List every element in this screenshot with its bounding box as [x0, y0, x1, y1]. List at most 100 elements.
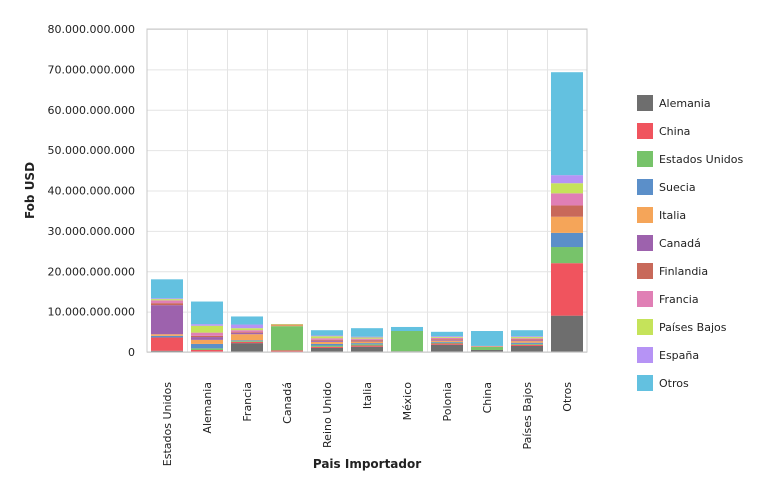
bar-segment[interactable]: [431, 339, 463, 341]
bar-segment[interactable]: [151, 300, 183, 304]
bar-segment[interactable]: [351, 336, 383, 338]
bar-segment[interactable]: [431, 340, 463, 342]
bar-segment[interactable]: [151, 335, 183, 338]
bar-segment[interactable]: [351, 346, 383, 352]
bar-segment[interactable]: [151, 279, 183, 299]
bar-segment[interactable]: [351, 345, 383, 347]
bar-segment[interactable]: [151, 298, 183, 300]
bar-segment[interactable]: [151, 303, 183, 306]
bar-segment[interactable]: [311, 341, 343, 344]
bar-segment[interactable]: [191, 343, 223, 349]
bar-segment[interactable]: [551, 183, 583, 194]
bar-segment[interactable]: [431, 342, 463, 344]
bar-segment[interactable]: [551, 216, 583, 233]
bar-segment[interactable]: [431, 341, 463, 343]
bar-segment[interactable]: [511, 330, 543, 337]
legend-label[interactable]: Italia: [659, 209, 686, 222]
legend-label[interactable]: Otros: [659, 377, 689, 390]
legend-swatch[interactable]: [637, 207, 653, 223]
bar-segment[interactable]: [351, 337, 383, 339]
bar-segment[interactable]: [351, 339, 383, 341]
bar-segment[interactable]: [191, 335, 223, 338]
bar-segment[interactable]: [151, 299, 183, 301]
bar-segment[interactable]: [551, 175, 583, 184]
bar-segment[interactable]: [191, 332, 223, 336]
bar-segment[interactable]: [231, 324, 263, 329]
bar-segment[interactable]: [231, 341, 263, 344]
bar-segment[interactable]: [151, 334, 183, 336]
bar-segment[interactable]: [511, 341, 543, 343]
bar-segment[interactable]: [231, 341, 263, 342]
bar-segment[interactable]: [471, 346, 503, 347]
bar-segment[interactable]: [511, 344, 543, 346]
bar-segment[interactable]: [511, 338, 543, 340]
bar-segment[interactable]: [191, 325, 223, 333]
legend-swatch[interactable]: [637, 375, 653, 391]
bar-segment[interactable]: [311, 330, 343, 336]
bar-segment[interactable]: [551, 232, 583, 248]
bar-segment[interactable]: [191, 339, 223, 344]
bar-segment[interactable]: [231, 330, 263, 333]
legend-swatch[interactable]: [637, 235, 653, 251]
bar-segment[interactable]: [311, 340, 343, 342]
bar-segment[interactable]: [351, 344, 383, 346]
bar-segment[interactable]: [191, 348, 223, 350]
bar-segment[interactable]: [311, 339, 343, 341]
bar-segment[interactable]: [271, 350, 303, 352]
bar-segment[interactable]: [271, 324, 303, 325]
legend-label[interactable]: Francia: [659, 293, 699, 306]
bar-segment[interactable]: [511, 345, 543, 352]
bar-segment[interactable]: [551, 315, 583, 352]
legend-label[interactable]: China: [659, 125, 690, 138]
legend-label[interactable]: Países Bajos: [659, 321, 727, 334]
legend-swatch[interactable]: [637, 179, 653, 195]
bar-segment[interactable]: [351, 343, 383, 345]
bar-segment[interactable]: [271, 326, 303, 351]
bar-segment[interactable]: [391, 326, 423, 332]
bar-segment[interactable]: [471, 345, 503, 347]
bar-segment[interactable]: [311, 335, 343, 337]
bar-segment[interactable]: [511, 336, 543, 338]
bar-segment[interactable]: [311, 343, 343, 346]
bar-segment[interactable]: [551, 72, 583, 176]
legend-label[interactable]: España: [659, 349, 699, 362]
bar-segment[interactable]: [471, 331, 503, 346]
bar-segment[interactable]: [511, 343, 543, 345]
bar-segment[interactable]: [551, 247, 583, 264]
bar-segment[interactable]: [271, 324, 303, 326]
bar-segment[interactable]: [511, 340, 543, 342]
bar-segment[interactable]: [231, 340, 263, 342]
bar-segment[interactable]: [511, 337, 543, 339]
legend-swatch[interactable]: [637, 291, 653, 307]
bar-segment[interactable]: [231, 328, 263, 331]
bar-segment[interactable]: [431, 336, 463, 338]
legend-swatch[interactable]: [637, 151, 653, 167]
bar-segment[interactable]: [351, 340, 383, 342]
bar-segment[interactable]: [351, 328, 383, 337]
bar-segment[interactable]: [231, 343, 263, 352]
legend-label[interactable]: Estados Unidos: [659, 153, 743, 166]
bar-segment[interactable]: [151, 337, 183, 351]
legend-swatch[interactable]: [637, 123, 653, 139]
legend-label[interactable]: Alemania: [659, 97, 711, 110]
bar-segment[interactable]: [311, 346, 343, 348]
bar-segment[interactable]: [191, 301, 223, 325]
bar-segment[interactable]: [311, 345, 343, 347]
bar-segment[interactable]: [191, 337, 223, 340]
bar-segment[interactable]: [551, 205, 583, 217]
legend-swatch[interactable]: [637, 347, 653, 363]
legend-swatch[interactable]: [637, 95, 653, 111]
bar-segment[interactable]: [311, 347, 343, 352]
bar-segment[interactable]: [311, 338, 343, 340]
legend-label[interactable]: Suecia: [659, 181, 696, 194]
bar-segment[interactable]: [471, 349, 503, 352]
bar-segment[interactable]: [151, 305, 183, 335]
bar-segment[interactable]: [231, 332, 263, 334]
bar-segment[interactable]: [431, 337, 463, 340]
bar-segment[interactable]: [151, 350, 183, 352]
bar-segment[interactable]: [471, 346, 503, 350]
bar-segment[interactable]: [391, 331, 423, 352]
bar-segment[interactable]: [431, 344, 463, 352]
bar-segment[interactable]: [551, 193, 583, 206]
bar-segment[interactable]: [311, 336, 343, 339]
